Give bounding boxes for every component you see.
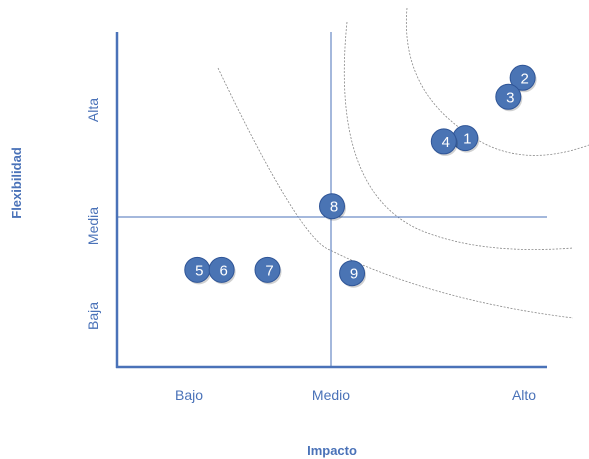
data-point-9: 9: [339, 260, 367, 288]
data-point-2: 2: [509, 64, 537, 93]
data-point-marker: [339, 260, 366, 287]
data-point-label: 6: [219, 262, 227, 279]
data-point-5: 5: [184, 256, 212, 285]
threshold-curves: [217, 7, 589, 319]
data-point-marker: [208, 256, 235, 283]
data-point-8: 8: [319, 193, 346, 221]
data-point-label: 4: [442, 134, 450, 151]
y-axis-title: Flexibilidad: [9, 147, 24, 219]
data-point-marker: [254, 256, 281, 283]
y-tick-label: Baja: [85, 302, 101, 330]
data-point-3: 3: [495, 83, 523, 112]
data-point-label: 1: [463, 131, 471, 148]
points-layer: 1 23 4 5 6 7 8 9: [184, 64, 537, 288]
data-point-marker: [319, 193, 345, 220]
data-point-marker: [509, 64, 536, 91]
x-axis-title: Impacto: [307, 443, 357, 458]
data-point-label: 8: [330, 199, 338, 216]
data-point-label: 5: [195, 262, 203, 279]
data-point-4: 4: [430, 128, 458, 156]
x-tick-label: Alto: [512, 387, 536, 403]
data-point-1: 1: [452, 125, 480, 153]
y-tick-label: Alta: [85, 98, 101, 122]
threshold-curve-middle: [343, 21, 574, 250]
data-point-marker: [495, 83, 522, 110]
x-tick-label: Bajo: [175, 387, 203, 403]
data-point-6: 6: [208, 256, 236, 285]
data-point-label: 3: [506, 89, 514, 106]
threshold-curve-inner: [405, 7, 589, 156]
data-point-label: 2: [520, 70, 528, 87]
x-tick-label: Medio: [312, 387, 350, 403]
y-tick-label: Media: [85, 207, 101, 245]
data-point-7: 7: [254, 256, 282, 285]
data-point-label: 7: [265, 262, 273, 279]
data-point-marker: [430, 128, 457, 155]
data-point-label: 9: [350, 266, 358, 283]
threshold-curve-outer: [217, 67, 574, 319]
